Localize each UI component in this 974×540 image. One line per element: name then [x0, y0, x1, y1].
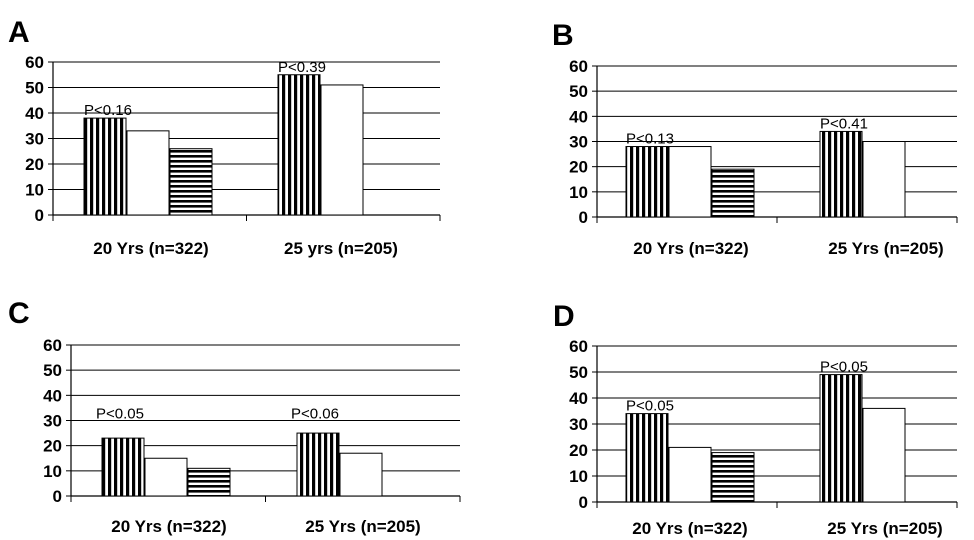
chart-panel-b: B 0 10 20 30 40 50 60 20 Yrs (n=322) P<0.13 25 Yrs… [552, 19, 958, 258]
y-tick-label: 0 [35, 206, 44, 225]
y-tick-label: 20 [569, 158, 588, 177]
bar [144, 457, 188, 497]
p-value-annotation: P<0.05 [96, 406, 144, 423]
bar [83, 117, 127, 216]
y-tick-label: 60 [569, 57, 588, 76]
bar [862, 407, 906, 503]
panel-letter: D [553, 300, 575, 333]
bar [862, 141, 906, 218]
category-label: 25 Yrs (n=205) [305, 517, 420, 536]
y-tick-label: 0 [579, 493, 588, 512]
y-tick-label: 50 [43, 361, 62, 380]
bar [101, 437, 145, 497]
y-tick-label: 10 [25, 181, 44, 200]
p-value-annotation: P<0.16 [84, 102, 132, 119]
bar [277, 74, 321, 216]
panel-letter: A [8, 16, 30, 49]
y-tick-label: 10 [569, 183, 588, 202]
y-tick-label: 50 [569, 363, 588, 382]
bar [339, 452, 383, 497]
y-tick-label: 10 [569, 467, 588, 486]
y-tick-label: 40 [25, 104, 44, 123]
category-label: 25 yrs (n=205) [284, 239, 398, 258]
y-tick-label: 0 [579, 208, 588, 227]
category-label: 20 Yrs (n=322) [633, 239, 748, 258]
y-tick-label: 30 [25, 130, 44, 149]
y-tick-label: 30 [43, 412, 62, 431]
panel-letter: B [552, 19, 574, 52]
bar [625, 146, 669, 218]
p-value-annotation: P<0.41 [820, 115, 868, 132]
chart-panel-d: D 0 10 20 30 40 50 60 20 Yrs (n=322) P<0.05 25 Yrs… [553, 300, 958, 538]
y-tick-label: 60 [569, 337, 588, 356]
bar [187, 467, 231, 497]
category-label: 25 Yrs (n=205) [827, 519, 942, 538]
bar [625, 413, 669, 503]
y-tick-label: 20 [25, 155, 44, 174]
category-label: 20 Yrs (n=322) [111, 517, 226, 536]
y-tick-label: 30 [569, 133, 588, 152]
bar [711, 168, 755, 218]
p-value-annotation: P<0.39 [278, 59, 326, 76]
y-tick-label: 30 [569, 415, 588, 434]
category-label: 20 Yrs (n=322) [93, 239, 208, 258]
y-tick-label: 60 [25, 53, 44, 72]
p-value-annotation: P<0.06 [291, 406, 339, 423]
p-value-annotation: P<0.05 [626, 398, 674, 415]
p-value-annotation: P<0.05 [820, 359, 868, 376]
chart-panel-c: C 0 10 20 30 40 50 60 20 Yrs (n=322) P<0.05 25 Yrs… [8, 297, 461, 536]
y-tick-label: 50 [25, 79, 44, 98]
category-label: 25 Yrs (n=205) [828, 239, 943, 258]
bar [169, 148, 213, 216]
y-tick-label: 40 [569, 107, 588, 126]
bar [668, 446, 712, 503]
category-label: 20 Yrs (n=322) [632, 519, 747, 538]
bar [126, 130, 170, 216]
panel-letter: C [8, 297, 30, 330]
y-tick-label: 20 [43, 437, 62, 456]
bar [711, 452, 755, 503]
y-tick-label: 40 [569, 389, 588, 408]
chart-panel-a: A 0 10 20 30 40 50 60 20 Yrs (n=322) P<0.16 25 yrs… [8, 16, 441, 258]
y-tick-label: 50 [569, 82, 588, 101]
y-tick-label: 10 [43, 462, 62, 481]
bar [320, 84, 364, 216]
bar [668, 146, 712, 218]
y-tick-label: 20 [569, 441, 588, 460]
y-tick-label: 40 [43, 386, 62, 405]
bar [819, 374, 863, 503]
bar [819, 130, 863, 218]
y-tick-label: 60 [43, 336, 62, 355]
bar [296, 432, 340, 497]
y-tick-label: 0 [53, 487, 62, 506]
p-value-annotation: P<0.13 [626, 131, 674, 148]
